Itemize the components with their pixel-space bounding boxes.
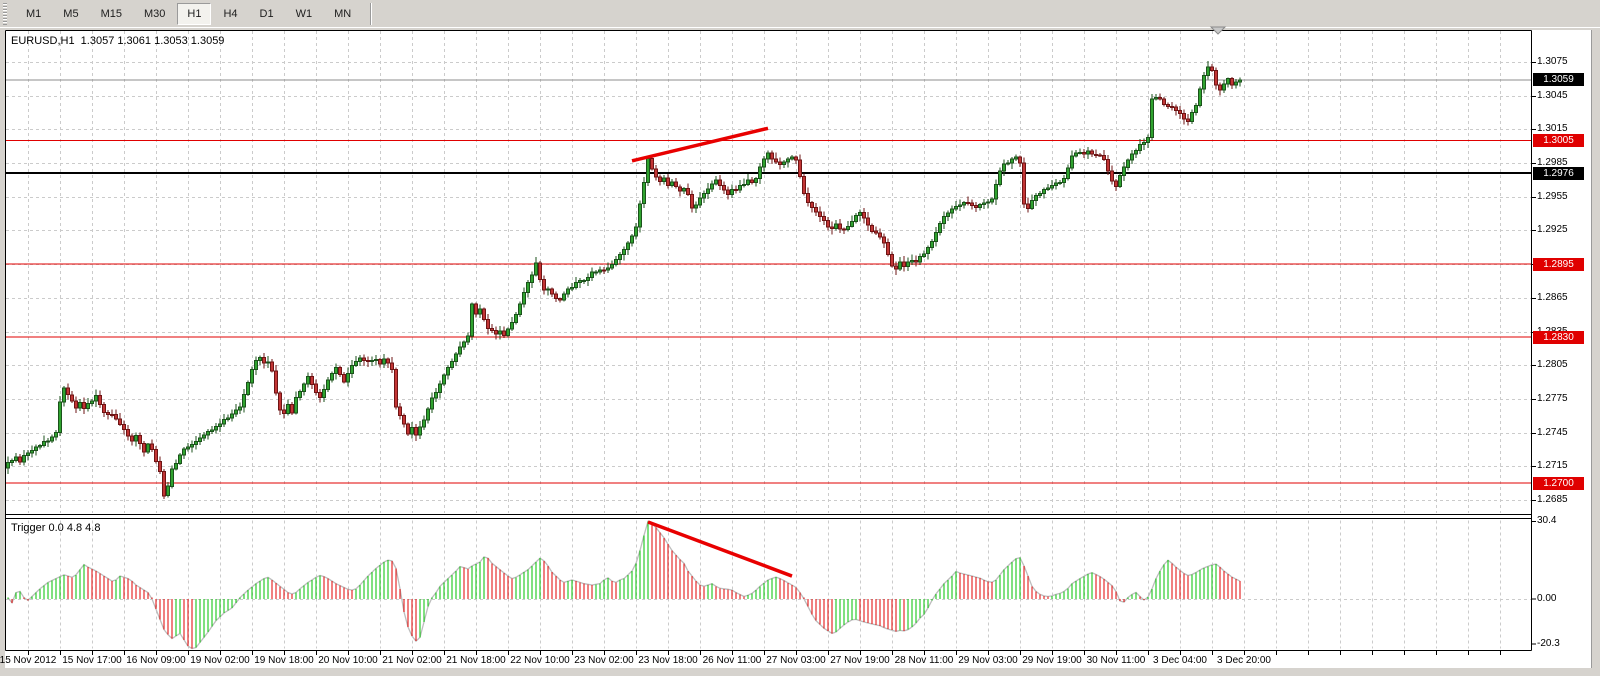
time-axis-label: 27 Nov 03:00 [766,655,826,666]
price-badge-1.2830: 1.2830 [1533,330,1584,344]
bear-candle-bodies [18,66,1234,497]
time-axis-label: 19 Nov 18:00 [254,655,314,666]
price-axis-label: 1.3045 [1537,89,1568,101]
oscillator-bars-down [11,523,1241,649]
price-axis-label: 1.2775 [1537,392,1568,404]
timeframe-button-m30[interactable]: M30 [143,7,166,20]
price-badge-1.2700: 1.2700 [1533,476,1584,490]
price-axis-label: 1.2925 [1537,224,1568,236]
time-axis-label: 29 Nov 19:00 [1022,655,1082,666]
timeframe-toolbar: M1 M5 M15 M30 H1 H4 D1 W1 MN [0,0,1600,28]
bull-candle-bodies [6,66,1242,497]
toolbar-separator [370,2,373,25]
oscillator-bars-up [7,521,1217,648]
price-axis-label: 1.2715 [1537,460,1568,472]
timeframe-button-m5[interactable]: M5 [63,7,79,20]
time-axis-label: 23 Nov 18:00 [638,655,698,666]
timeframe-button-h1[interactable]: H1 [177,2,212,25]
indicator-axis-label: 0.00 [1537,593,1557,604]
price-badge-1.2976: 1.2976 [1533,166,1584,180]
timeframe-button-w1[interactable]: W1 [295,7,313,20]
timeframe-button-h4[interactable]: H4 [223,7,238,20]
time-axis-label: 16 Nov 09:00 [126,655,186,666]
time-axis-label: 21 Nov 02:00 [382,655,442,666]
timeframe-button-d1[interactable]: D1 [259,7,274,20]
timeframe-button-m1[interactable]: M1 [26,7,42,20]
time-axis-label: 20 Nov 10:00 [318,655,378,666]
time-axis-label: 3 Dec 04:00 [1153,655,1207,666]
timeframe-buttons-group: M1 M5 M15 M30 H1 H4 D1 W1 MN [15,2,362,25]
time-axis-label: 23 Nov 02:00 [574,655,634,666]
price-trendline [631,126,769,163]
grid-lines [6,31,1531,649]
price-axis-label: 1.2805 [1537,359,1568,371]
timeframe-button-mn[interactable]: MN [334,7,352,20]
oscillator-trendline [647,520,793,578]
time-axis-label: 29 Nov 03:00 [958,655,1018,666]
time-axis-label: 21 Nov 18:00 [446,655,506,666]
time-axis-label: 30 Nov 11:00 [1086,655,1146,666]
price-axis-label: 1.2745 [1537,426,1568,438]
time-axis-label: 15 Nov 2012 [0,655,57,666]
time-axis-label: 22 Nov 10:00 [510,655,570,666]
timeframe-button-m15[interactable]: M15 [100,7,122,20]
indicator-axis-label: -20.3 [1537,638,1560,649]
price-axis-label: 1.2865 [1537,291,1568,303]
time-axis-label: 26 Nov 11:00 [702,655,762,666]
axis-tick-marks [28,62,1536,655]
price-axis-label: 1.3075 [1537,56,1568,67]
chart-background [5,30,1592,668]
indicator-axis-ticks [1532,521,1536,645]
price-axis-label: 1.2985 [1537,157,1568,169]
time-axis-label: 19 Nov 02:00 [190,655,250,666]
pane-borders [5,30,1532,651]
price-badge-1.2895: 1.2895 [1533,257,1584,271]
chart-symbol-title: EURUSD,H1 1.3057 1.3061 1.3053 1.3059 [11,35,225,47]
time-axis-label: 27 Nov 19:00 [830,655,890,666]
price-axis-label: 1.2685 [1537,494,1568,506]
bull-candle-wicks [7,60,1241,498]
chart-shift-marker-icon [1209,26,1227,35]
time-axis-label: 28 Nov 11:00 [894,655,954,666]
price-axis-label: 1.3015 [1537,123,1568,135]
price-badge-1.3005: 1.3005 [1533,134,1584,148]
indicator-axis-label: 30.4 [1537,515,1557,527]
indicator-title: Trigger 0.0 4.8 4.8 [11,522,101,534]
price-badge-1.3059: 1.3059 [1533,73,1584,87]
time-axis-label: 3 Dec 20:00 [1217,655,1271,666]
price-axis-label: 1.2955 [1537,190,1568,202]
time-axis-label: 15 Nov 17:00 [62,655,122,666]
toolbar-grip-handle-icon[interactable] [3,2,7,25]
